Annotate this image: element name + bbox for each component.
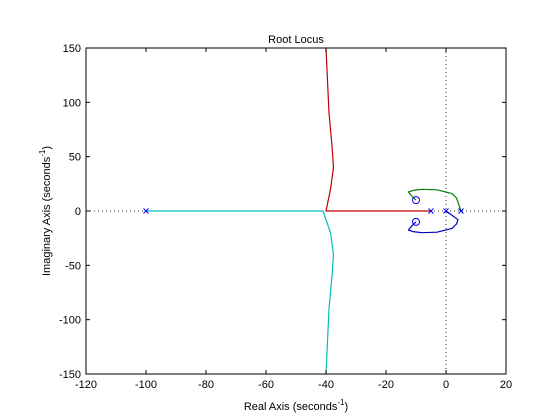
- y-tick-label: 50: [69, 152, 81, 164]
- x-tick-label: -100: [135, 379, 157, 391]
- chart-title: Root Locus: [268, 34, 324, 46]
- x-axis-title-text: Real Axis (seconds: [244, 401, 338, 413]
- y-tick-label: -50: [65, 260, 81, 272]
- locus-branch-4: [407, 210, 459, 234]
- pole-marker-1: [143, 208, 149, 214]
- pole-zero-markers: [143, 196, 464, 226]
- pole-marker-3: [443, 208, 449, 214]
- pole-marker-2: [428, 208, 434, 214]
- zero-marker-1: [412, 196, 420, 205]
- locus-branch-1: [146, 210, 335, 375]
- x-tick-label: 20: [500, 379, 512, 391]
- y-axis-title-exponent: -1: [38, 149, 47, 157]
- pole-stroke: [458, 208, 464, 214]
- y-tick-label: 150: [63, 43, 81, 55]
- pole-stroke: [143, 208, 149, 214]
- x-axis-title-exponent: -1: [337, 398, 345, 407]
- x-tick-label: -80: [198, 379, 214, 391]
- x-tick-label: 0: [443, 379, 449, 391]
- y-axis-title: Imaginary Axis (seconds-1): [38, 146, 53, 276]
- locus-branches: [146, 47, 462, 375]
- y-tick-label: -150: [59, 369, 81, 381]
- zero-marker-2: [412, 217, 420, 226]
- x-tick-label: -40: [318, 379, 334, 391]
- y-tick-label: 100: [63, 97, 81, 109]
- x-axis-title: Real Axis (seconds-1): [244, 398, 348, 413]
- x-tick-label: -20: [378, 379, 394, 391]
- locus-branch-3: [407, 188, 462, 212]
- pole-marker-4: [458, 208, 464, 214]
- y-tick-label: -100: [59, 315, 81, 327]
- x-axis-title-close: ): [345, 401, 349, 413]
- pole-stroke: [443, 208, 449, 214]
- pole-stroke: [428, 208, 434, 214]
- x-tick-label: -120: [75, 379, 97, 391]
- y-axis-title-text: Imaginary Axis (seconds: [41, 156, 53, 276]
- locus-branch-2: [325, 47, 431, 212]
- y-axis-title-close: ): [41, 146, 53, 150]
- y-tick-label: 0: [75, 206, 81, 218]
- axis-ticks: -120 -100 -80 -60 -40 -20 0 20 -150 -100 -50 0 50 100…: [59, 43, 512, 391]
- x-tick-label: -60: [258, 379, 274, 391]
